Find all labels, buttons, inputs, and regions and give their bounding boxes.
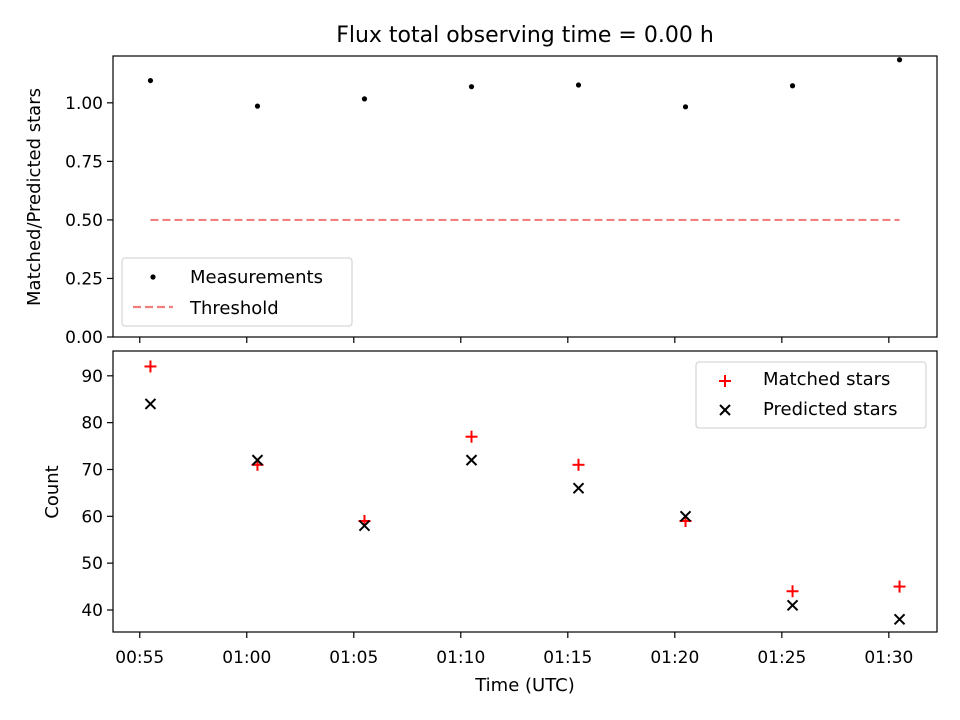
x-tick-label: 01:15: [543, 648, 592, 668]
legend-threshold-label: Threshold: [189, 298, 279, 319]
predicted-star-point: [358, 519, 371, 532]
measurement-point: [361, 96, 368, 102]
top-legend: Measurements Threshold: [121, 257, 353, 327]
top-y-tick-label: 0.25: [65, 269, 103, 289]
top-panel: 0.00 0.25 0.50 0.75 1.00: [65, 55, 938, 348]
x-tick-label: 01:20: [650, 648, 699, 668]
legend-predicted-label: Predicted stars: [763, 399, 897, 420]
measurement-point: [468, 84, 475, 90]
bottom-y-tick-label: 50: [81, 554, 103, 574]
x-tick-label: 01:10: [436, 648, 485, 668]
legend-matched-label: Matched stars: [763, 369, 890, 390]
matched-star-point: [572, 458, 585, 471]
top-y-tick-label: 0.75: [65, 152, 103, 172]
x-tick-label: 01:00: [222, 648, 271, 668]
bottom-y-tick-label: 60: [81, 507, 103, 527]
matched-star-point: [893, 580, 906, 593]
top-y-axis-label: Matched/Predicted stars: [24, 88, 45, 306]
matched-star-point: [465, 430, 478, 443]
measurement-point: [682, 104, 689, 110]
x-tick-label: 01:30: [864, 648, 913, 668]
measurement-point: [896, 57, 903, 63]
predicted-star-point: [572, 482, 585, 494]
predicted-star-point: [679, 510, 692, 523]
legend-predicted-marker: [719, 404, 731, 416]
matched-star-point: [786, 585, 799, 598]
bottom-y-tick-label: 40: [81, 601, 103, 621]
x-tick-label: 00:55: [115, 648, 164, 668]
top-axes-frame: [112, 55, 938, 338]
chart-title: Flux total observing time = 0.00 h: [336, 23, 714, 48]
predicted-star-point: [893, 613, 906, 626]
bottom-y-axis-label: Count: [42, 465, 63, 518]
bottom-y-tick-label: 90: [81, 367, 103, 387]
bottom-legend: Matched stars Predicted stars: [695, 361, 927, 429]
predicted-star-point: [465, 454, 478, 466]
bottom-panel: 40 50 60 70 80 90: [81, 350, 938, 638]
legend-measurements-label: Measurements: [190, 267, 323, 288]
matched-star-point: [144, 360, 157, 373]
bottom-y-tick-label: 70: [81, 460, 103, 480]
bottom-y-tick-label: 80: [81, 414, 103, 434]
top-y-tick-label: 0.50: [65, 211, 103, 231]
predicted-star-point: [251, 454, 264, 466]
predicted-star-point: [786, 599, 799, 612]
top-y-tick-label: 0.00: [65, 328, 103, 348]
x-axis-ticks: 00:55 01:00 01:05 01:10 01:15 01:20 01:25 01:30: [115, 648, 913, 668]
x-tick-label: 01:25: [757, 648, 806, 668]
measurement-point: [147, 77, 154, 84]
x-tick-label: 01:05: [329, 648, 378, 668]
predicted-star-point: [144, 398, 157, 410]
x-axis-label: Time (UTC): [474, 675, 575, 696]
measurement-point: [575, 82, 582, 88]
measurement-point: [789, 83, 796, 89]
legend-measurements-marker: [150, 274, 156, 280]
top-y-tick-label: 1.00: [65, 94, 103, 114]
legend-matched-marker: [719, 375, 731, 387]
measurement-point: [254, 103, 261, 109]
bottom-axes-frame: [112, 350, 938, 633]
